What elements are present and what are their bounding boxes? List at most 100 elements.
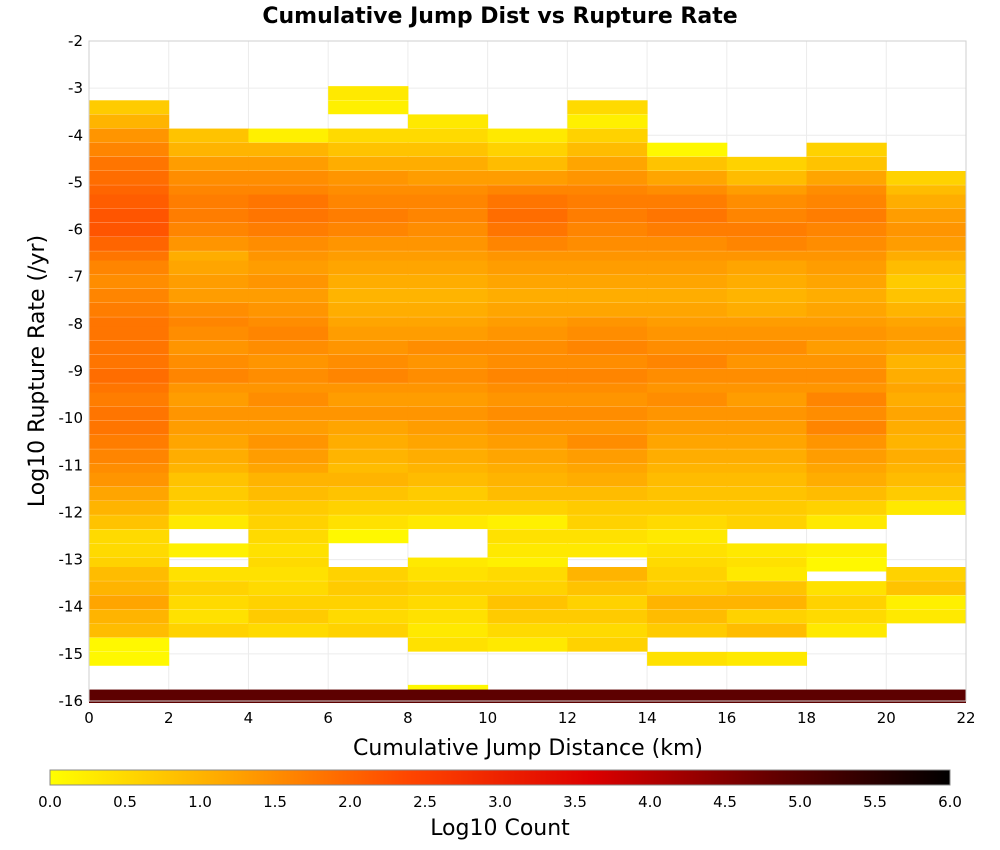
heatmap-cell [248,288,329,303]
heatmap-cell [487,156,568,171]
heatmap-cell [567,236,648,251]
heatmap-cell [647,449,728,464]
heatmap-cell [328,260,409,275]
heatmap-cell [647,566,728,581]
x-tick-label: 6 [323,709,333,727]
y-tick-label: -8 [68,315,83,333]
heatmap-cell [886,392,967,407]
heatmap-cell [806,142,887,157]
heatmap-cell [886,260,967,275]
heatmap-cell [806,420,887,435]
heatmap-cell [168,566,249,581]
heatmap-cell [328,86,409,101]
heatmap-cell [328,170,409,185]
heatmap-cell [886,581,967,596]
heatmap-cell [726,326,808,341]
heatmap-cell [567,208,648,223]
heatmap-cell [647,274,728,289]
colorbar-tick-label: 2.5 [413,793,437,811]
heatmap-cell [567,609,648,624]
heatmap-cell [407,340,489,355]
heatmap-cell [487,194,568,209]
heatmap-cell [248,274,329,289]
heatmap-cell [168,449,249,464]
heatmap-cell [567,288,648,303]
heatmap-cell [647,260,728,275]
heatmap-cell [647,406,728,421]
heatmap-cell [806,623,887,638]
heatmap-cell [407,515,489,530]
heatmap-cell [328,274,409,289]
heatmap-cell [248,623,329,638]
heatmap-cell [328,515,409,530]
heatmap-cell [647,170,728,185]
heatmap-cell [407,449,489,464]
heatmap-cell [806,222,887,237]
colorbar-ticks: 0.0 0.5 1.0 1.5 2.0 2.5 3.0 3.5 4.0 4.5 5.0 5.5 6.0 [38,793,962,811]
colorbar-tick-label: 5.0 [788,793,812,811]
heatmap-cell [886,449,967,464]
heatmap-cell [248,392,329,407]
heatmap-cell [886,236,967,251]
heatmap-cell [487,208,568,223]
heatmap-cell [647,529,728,544]
heatmap-cell [168,326,249,341]
heatmap-cell [89,222,170,237]
heatmap-cell [89,170,170,185]
colorbar-tick-label: 3.0 [488,793,512,811]
heatmap-cell [89,500,170,515]
heatmap-cell [248,326,329,341]
heatmap-cell [328,222,409,237]
heatmap-cell [248,236,329,251]
heatmap-cell [806,581,887,596]
heatmap-cell [407,609,489,624]
x-tick-label: 2 [164,709,174,727]
heatmap-cell [89,236,170,251]
y-tick-label: -5 [68,173,83,191]
y-tick-label: -6 [68,221,83,239]
heatmap-cell [647,434,728,449]
heatmap-cell [487,434,568,449]
heatmap-cell [328,288,409,303]
heatmap-cell [726,472,808,487]
heatmap-cell [168,623,249,638]
heatmap-cell [328,392,409,407]
heatmap-cell [487,420,568,435]
heatmap-cell [328,486,409,501]
heatmap-cell [328,420,409,435]
heatmap-cell [487,623,568,638]
heatmap-cell [248,406,329,421]
heatmap-cell [168,302,249,317]
heatmap-cell [407,406,489,421]
y-tick-label: -3 [68,79,83,97]
heatmap-cell [886,208,967,223]
heatmap-cell [248,515,329,530]
heatmap-cell [248,486,329,501]
heatmap-cell [647,472,728,487]
heatmap-cell [168,260,249,275]
heatmap-cell [168,543,249,558]
heatmap-cell [487,581,568,596]
heatmap-cell [168,274,249,289]
heatmap-cell [886,354,967,369]
y-tick-label: -9 [68,362,83,380]
heatmap-cell [328,100,409,115]
heatmap-cell [806,609,887,624]
heatmap-cell [726,368,808,383]
heatmap-cell [89,114,170,129]
heatmap-cell [806,392,887,407]
heatmap-cell [248,222,329,237]
heatmap-cell [647,486,728,501]
heatmap-cell [886,420,967,435]
heatmap-cell [328,302,409,317]
heatmap-cell [328,340,409,355]
heatmap-cell [168,392,249,407]
heatmap-cell [726,543,808,558]
heatmap-cell [487,392,568,407]
heatmap-cell [248,340,329,355]
heatmap-cell [726,274,808,289]
heatmap-cell [328,581,409,596]
heatmap-cell [567,595,648,610]
heatmap-cell [248,260,329,275]
